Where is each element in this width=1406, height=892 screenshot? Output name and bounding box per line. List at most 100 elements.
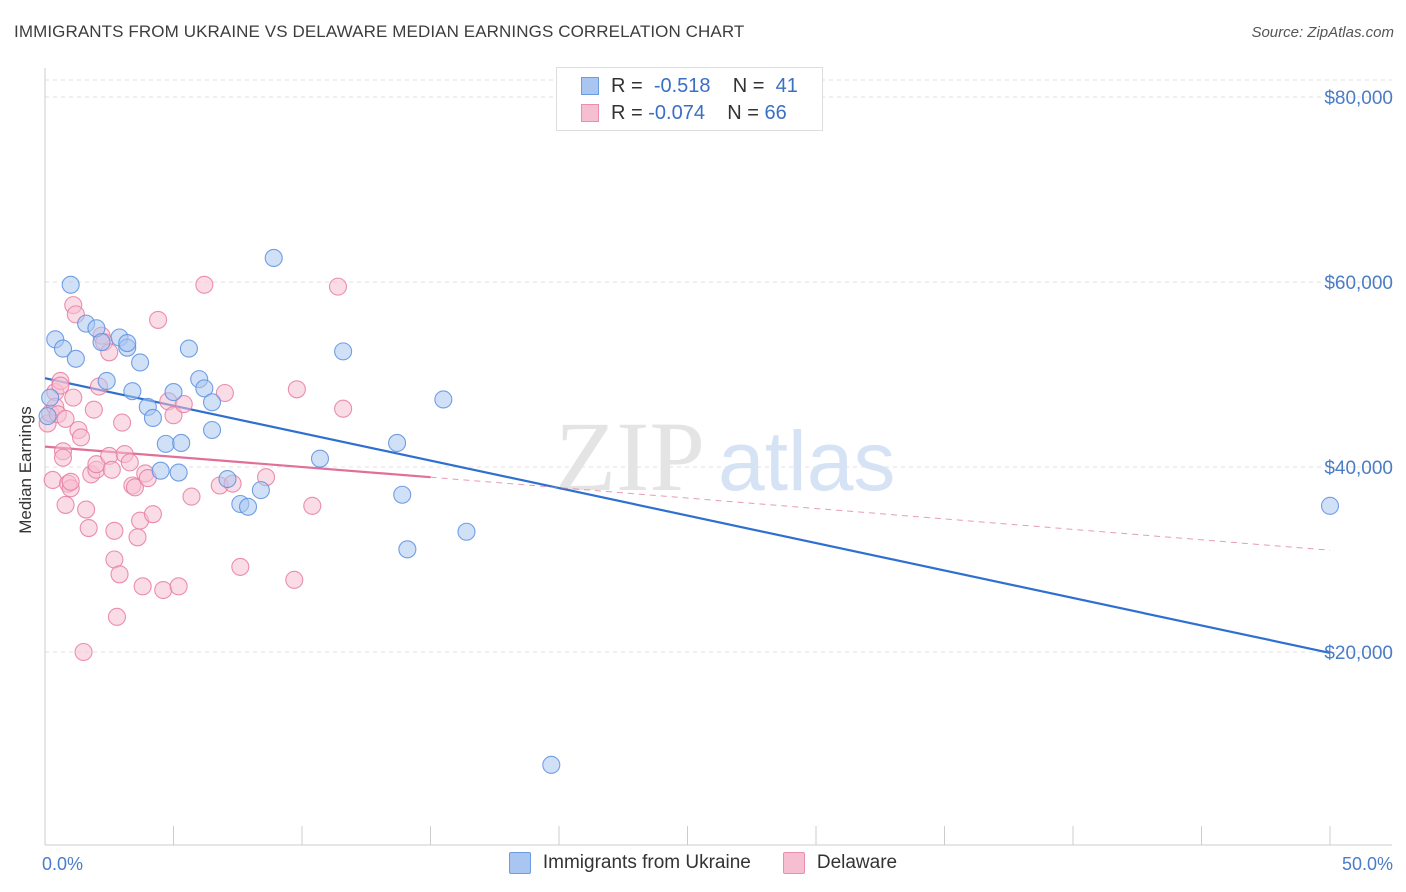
point-delaware xyxy=(43,470,62,490)
point-delaware xyxy=(53,448,73,467)
point-delaware xyxy=(56,409,75,428)
legend-r-value: -0.518 xyxy=(653,74,711,97)
point-delaware xyxy=(110,565,129,584)
point-delaware xyxy=(107,607,127,626)
point-delaware xyxy=(182,487,201,506)
point-ukraine xyxy=(218,469,237,489)
legend-item-delaware: Delaware xyxy=(782,852,898,874)
point-ukraine xyxy=(156,434,175,453)
point-ukraine xyxy=(195,379,214,398)
x-tick-label: 0.0% xyxy=(42,854,83,874)
legend-r-label: R = xyxy=(611,101,643,124)
legend-swatch-delaware xyxy=(581,104,599,122)
point-delaware xyxy=(84,400,103,419)
point-delaware xyxy=(133,577,152,596)
legend-n-label: N = xyxy=(732,74,765,97)
point-delaware xyxy=(143,505,162,524)
point-ukraine xyxy=(457,522,476,541)
point-ukraine xyxy=(264,248,283,268)
point-delaware xyxy=(113,413,132,432)
point-delaware xyxy=(328,277,348,296)
axes xyxy=(44,68,1392,846)
chart-title: IMMIGRANTS FROM UKRAINE VS DELAWARE MEDI… xyxy=(14,22,745,41)
point-ukraine xyxy=(118,333,137,353)
point-ukraine xyxy=(434,390,453,409)
point-delaware xyxy=(105,521,124,540)
point-delaware xyxy=(231,557,250,576)
point-delaware xyxy=(128,528,147,547)
point-ukraine xyxy=(238,497,258,516)
point-ukraine xyxy=(179,339,198,358)
point-ukraine xyxy=(66,349,85,368)
point-ukraine xyxy=(53,339,73,358)
point-ukraine xyxy=(143,408,162,428)
point-delaware xyxy=(120,453,139,472)
legend-label-ukraine: Immigrants from Ukraine xyxy=(542,852,751,873)
point-ukraine xyxy=(398,540,417,559)
point-ukraine xyxy=(388,433,407,453)
point-ukraine xyxy=(334,342,353,361)
point-ukraine xyxy=(61,275,80,294)
y-tick-label: $80,000 xyxy=(1324,88,1393,109)
point-ukraine xyxy=(172,433,191,453)
legend-r-value: -0.074 xyxy=(648,101,705,124)
point-delaware xyxy=(285,570,304,589)
legend-r-label: R = xyxy=(611,74,643,97)
point-delaware xyxy=(79,518,98,538)
watermark-zip: ZIP xyxy=(555,401,705,512)
point-delaware xyxy=(334,399,353,418)
trend-line-delaware-extension xyxy=(430,476,1331,551)
legend-n-value: 41 xyxy=(775,74,798,97)
axis-labels: $20,000 $40,000 $60,000 $80,000 0.0% 50.0% xyxy=(42,88,1393,874)
point-ukraine xyxy=(393,485,412,504)
point-delaware xyxy=(164,406,183,425)
point-delaware xyxy=(287,380,306,399)
point-delaware xyxy=(64,388,83,407)
point-delaware xyxy=(51,376,70,395)
point-ukraine xyxy=(169,463,188,482)
point-delaware xyxy=(102,460,121,479)
point-delaware xyxy=(303,496,322,515)
trend-line-ukraine xyxy=(44,377,1331,655)
point-delaware xyxy=(195,275,214,294)
legend-swatch-ukraine xyxy=(508,852,531,874)
point-ukraine xyxy=(251,481,270,500)
y-tick-label: $20,000 xyxy=(1324,643,1393,664)
legend-label-delaware: Delaware xyxy=(816,852,898,873)
point-delaware xyxy=(77,500,96,519)
point-ukraine xyxy=(92,333,111,352)
y-tick-label: $40,000 xyxy=(1324,458,1393,479)
point-ukraine xyxy=(164,383,183,402)
point-delaware xyxy=(169,577,188,596)
point-ukraine xyxy=(38,407,57,426)
y-axis-title: Median Earnings xyxy=(16,406,35,534)
point-ukraine xyxy=(41,388,60,407)
point-ukraine xyxy=(131,353,150,372)
data-points xyxy=(38,248,1340,774)
point-ukraine xyxy=(1320,496,1340,515)
point-delaware xyxy=(215,383,234,403)
watermark-atlas: atlas xyxy=(718,414,895,508)
point-ukraine xyxy=(203,420,222,440)
legend-row-delaware: R = -0.074 N = 66 xyxy=(581,100,787,126)
point-delaware xyxy=(71,428,91,447)
point-ukraine xyxy=(151,461,170,480)
point-ukraine xyxy=(542,755,561,774)
point-delaware xyxy=(154,580,173,600)
watermark: ZIP atlas xyxy=(555,401,895,512)
point-ukraine xyxy=(123,382,142,401)
point-delaware xyxy=(74,642,93,662)
legend-item-ukraine: Immigrants from Ukraine xyxy=(508,852,751,874)
x-tick-label: 50.0% xyxy=(1342,854,1393,874)
source-credit: Source: ZipAtlas.com xyxy=(1251,24,1394,41)
correlation-legend: R = -0.518 N = 41 R = -0.074 N = 66 xyxy=(556,67,823,131)
y-tick-label: $60,000 xyxy=(1324,273,1393,294)
point-ukraine xyxy=(203,393,222,412)
point-delaware xyxy=(174,395,193,414)
legend-n-value: 66 xyxy=(764,101,787,124)
legend-swatch-ukraine xyxy=(581,77,599,95)
point-delaware xyxy=(125,478,144,497)
point-delaware xyxy=(149,310,168,329)
point-ukraine xyxy=(97,371,116,391)
